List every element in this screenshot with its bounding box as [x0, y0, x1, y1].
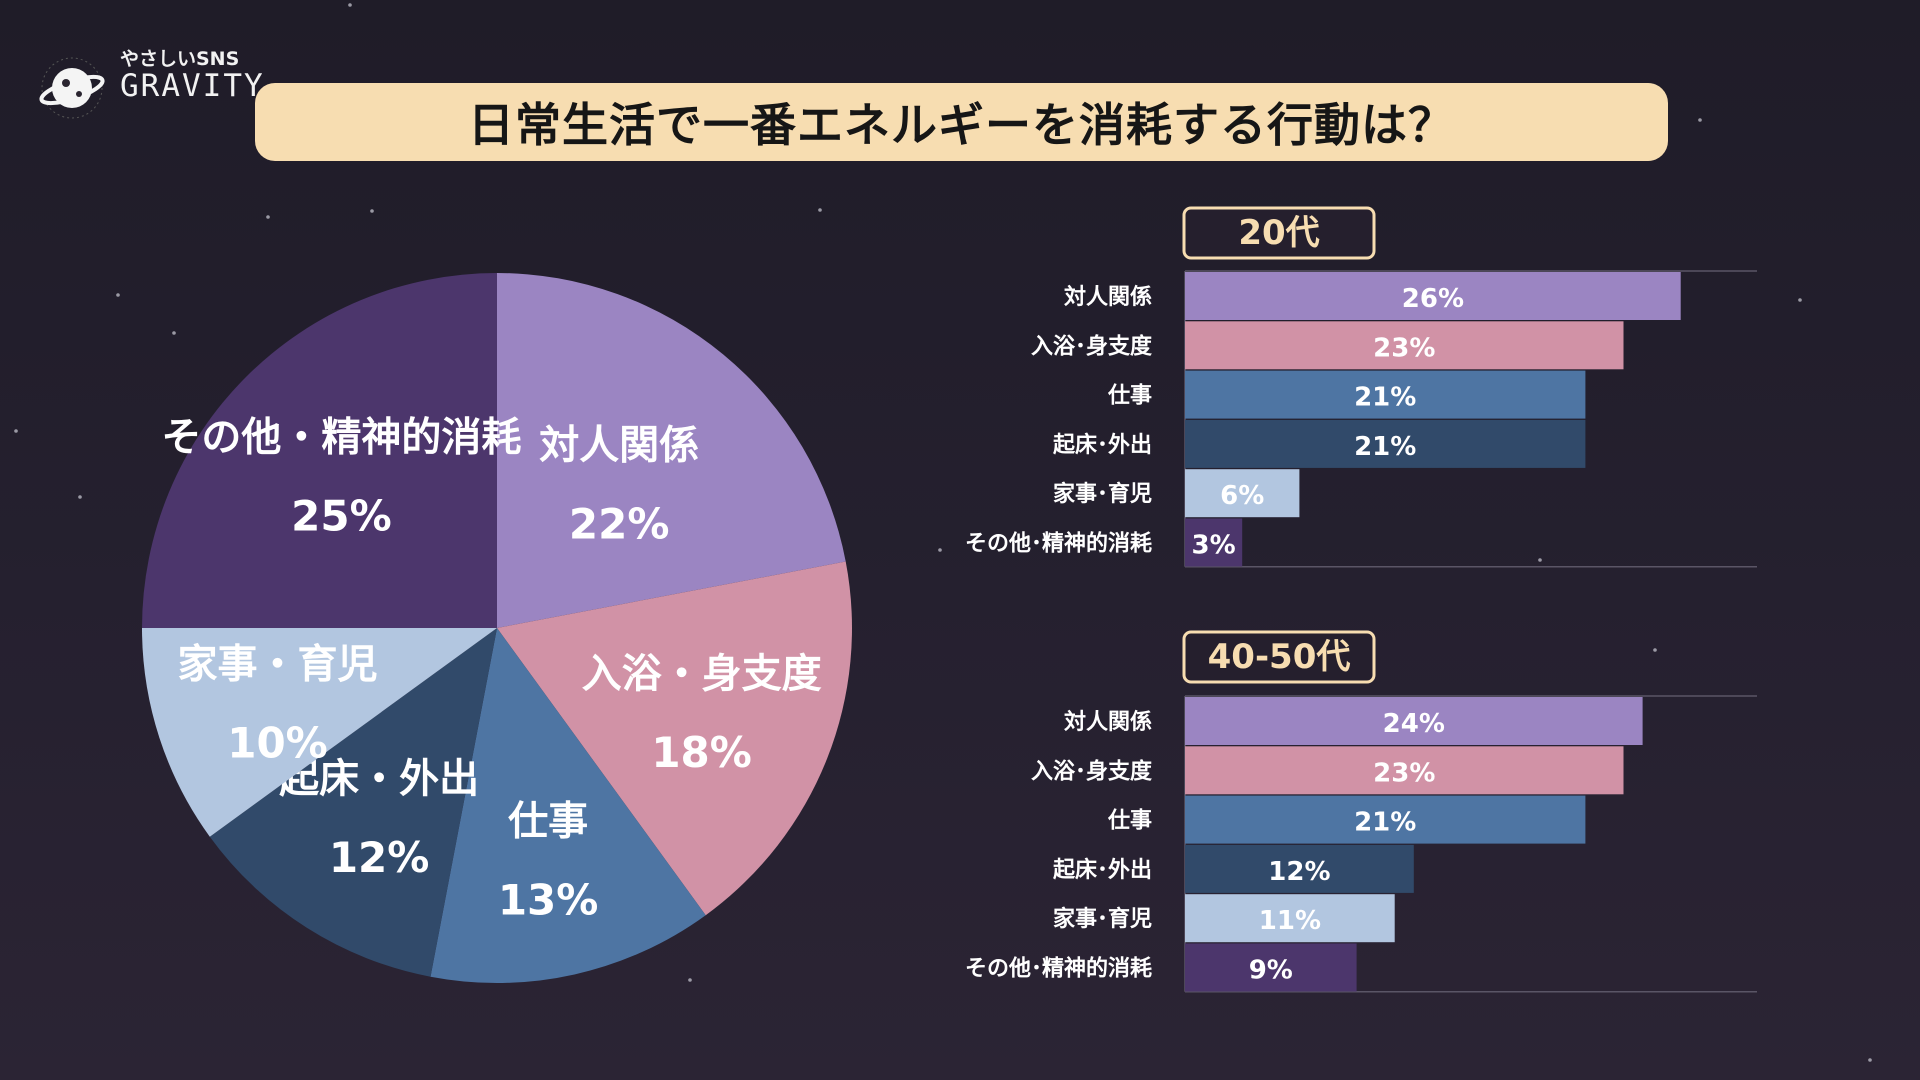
star-dot: [1868, 1058, 1872, 1062]
pie-slice-value: 10%: [227, 718, 328, 767]
pie-slice-label: 起床・外出: [279, 756, 479, 802]
bar: [1185, 894, 1395, 943]
logo-tagline: やさしいSNS: [120, 48, 240, 70]
bar-value-label: 9%: [1249, 956, 1293, 986]
star-dot: [938, 548, 942, 552]
star-dot: [1653, 648, 1657, 652]
logo-wordmark: GRAVITY: [120, 68, 265, 104]
bar: [1185, 469, 1300, 518]
bar-category-label: 家事･育児: [1053, 906, 1152, 932]
pie-slice-label: 家事・育児: [178, 641, 378, 687]
star-dot: [1698, 118, 1702, 122]
bar-value-label: 23%: [1373, 758, 1435, 788]
bar: [1185, 697, 1643, 745]
pie-slice-value: 18%: [651, 728, 752, 777]
bar: [1185, 370, 1586, 419]
pie-slice-label: その他・精神的消耗: [161, 414, 521, 460]
pie-slice-label: 仕事: [508, 799, 588, 845]
bar-value-label: 11%: [1259, 906, 1321, 936]
star-dot: [370, 209, 374, 213]
app-logo: やさしいSNS GRAVITY: [34, 44, 264, 124]
bar: [1185, 321, 1624, 370]
bar: [1185, 746, 1624, 795]
star-dot: [116, 293, 120, 297]
star-dot: [266, 215, 270, 219]
pie-slice: [209, 628, 498, 977]
bar-value-label: 21%: [1354, 432, 1416, 462]
pie-slice-label: 対人関係: [539, 422, 699, 468]
star-dot: [818, 208, 822, 212]
bar-category-label: 仕事: [1107, 808, 1152, 834]
bar-value-label: 12%: [1268, 857, 1330, 887]
chart-title: 20代: [1238, 213, 1319, 253]
bar-value-label: 6%: [1220, 481, 1264, 511]
pie-slice: [430, 628, 706, 983]
chart-title-badge: [1182, 630, 1376, 684]
bar: [1185, 419, 1586, 468]
bar-value-label: 24%: [1383, 709, 1445, 739]
pie-slice-value: 12%: [329, 833, 430, 882]
pie-slice: [497, 561, 852, 916]
bar: [1185, 943, 1357, 992]
pie-slice-value: 25%: [291, 491, 392, 540]
star-dot: [1538, 558, 1542, 562]
bar-category-label: 起床･外出: [1052, 857, 1152, 883]
bar-category-label: 対人関係: [1064, 285, 1152, 310]
chart-title: 40-50代: [1208, 637, 1351, 677]
bar-value-label: 26%: [1402, 284, 1464, 314]
bar-category-label: 家事･育児: [1053, 481, 1152, 507]
pie-slice-value: 22%: [569, 499, 670, 548]
star-dot: [1798, 298, 1802, 302]
bar: [1185, 844, 1414, 893]
pie-slice-value: 13%: [498, 876, 599, 925]
chart-title-badge: [1182, 206, 1376, 260]
bar-category-label: 入浴･身支度: [1031, 333, 1153, 359]
bar-category-label: その他･精神的消耗: [965, 956, 1152, 982]
bar: [1185, 518, 1243, 567]
pie-slice-label: 入浴・身支度: [582, 651, 822, 697]
star-dot: [14, 429, 18, 433]
star-dot: [348, 3, 352, 7]
bar-chart-group: 40-50代 24% 対人関係 23% 入浴･身支度 21% 仕事 12% 起床･外出 11% 家事…: [965, 630, 1757, 993]
bar: [1185, 795, 1586, 844]
bar-chart-group: 20代 26% 対人関係 23% 入浴･身支度 21% 仕事 21% 起床･外出 6% 家事･育児 3…: [965, 206, 1757, 568]
pie-slice: [497, 273, 846, 628]
bar-value-label: 21%: [1354, 383, 1416, 413]
star-dot: [172, 331, 176, 335]
bar-value-label: 21%: [1354, 808, 1416, 838]
bar-category-label: 起床･外出: [1052, 432, 1152, 458]
bar-category-label: 仕事: [1107, 383, 1152, 409]
bar-category-label: 対人関係: [1064, 710, 1152, 735]
pie-slice: [142, 273, 497, 628]
bar: [1185, 272, 1681, 320]
bar-value-label: 23%: [1373, 333, 1435, 363]
star-dot: [78, 495, 82, 499]
bar-category-label: その他･精神的消耗: [965, 531, 1152, 557]
planet-icon: [39, 57, 105, 119]
star-dot: [688, 978, 692, 982]
bar-value-label: 3%: [1192, 531, 1236, 561]
bar-category-label: 入浴･身支度: [1031, 758, 1153, 784]
pie-slice: [142, 628, 497, 837]
title-banner: 日常生活で一番エネルギーを消耗する行動は？: [255, 83, 1668, 161]
page-title: 日常生活で一番エネルギーを消耗する行動は？: [468, 98, 1455, 152]
